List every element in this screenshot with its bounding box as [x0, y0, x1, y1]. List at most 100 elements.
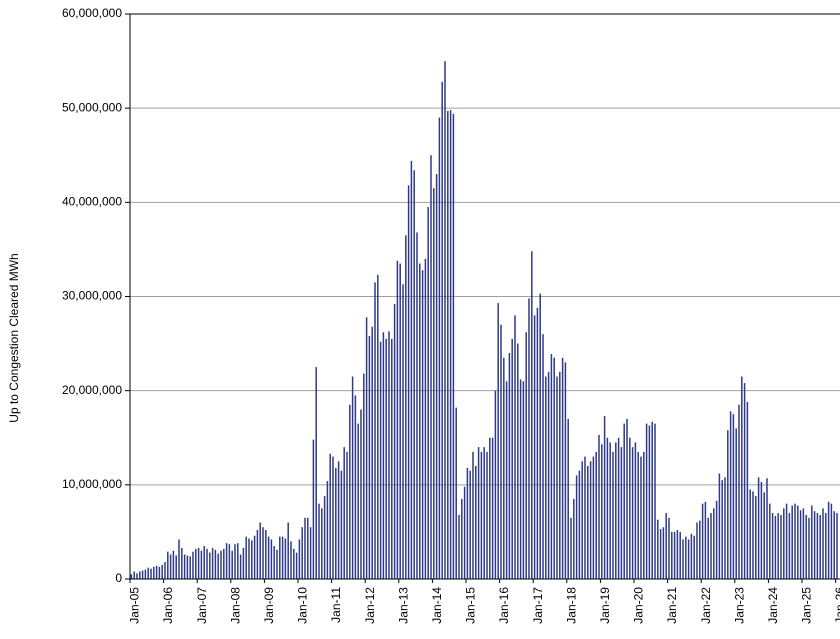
bar: [785, 503, 788, 579]
bar: [710, 513, 712, 579]
bar: [802, 508, 805, 579]
bar: [206, 548, 208, 579]
bar: [259, 522, 261, 579]
bar: [648, 425, 651, 579]
bar: [332, 456, 334, 579]
bar: [223, 548, 225, 579]
x-tick-label: Jan-25: [800, 587, 814, 624]
bar: [265, 530, 267, 579]
bar: [449, 110, 452, 580]
bar: [629, 437, 631, 579]
bar: [382, 332, 385, 579]
bar: [203, 546, 205, 579]
bar: [494, 390, 497, 579]
bar: [693, 535, 695, 579]
bar: [136, 573, 138, 579]
bar: [578, 470, 581, 579]
bar: [147, 567, 149, 579]
bar: [813, 511, 816, 579]
bar: [545, 376, 547, 579]
bar: [771, 513, 774, 579]
bar: [503, 357, 505, 579]
bar: [519, 379, 522, 579]
bar: [287, 522, 289, 579]
bar: [556, 376, 558, 579]
bar: [301, 527, 303, 579]
bar: [167, 551, 169, 579]
bar: [209, 552, 211, 579]
bar: [475, 466, 477, 579]
x-tick-label: Jan-12: [363, 587, 377, 624]
bar: [273, 546, 275, 579]
bar: [388, 331, 390, 579]
x-tick-label: Jan-21: [665, 587, 679, 624]
bar: [197, 547, 200, 579]
x-tick-label: Jan-22: [699, 587, 713, 624]
bar: [200, 550, 203, 579]
bar: [279, 536, 281, 579]
bar: [455, 407, 457, 579]
bar: [819, 514, 821, 579]
bar: [589, 461, 592, 579]
bar: [189, 556, 191, 579]
bar: [195, 548, 197, 579]
bar: [276, 549, 278, 579]
bar: [139, 571, 141, 579]
bar: [463, 486, 466, 579]
bar: [755, 496, 757, 579]
bar: [525, 332, 527, 579]
bar: [477, 447, 480, 579]
bar: [547, 371, 550, 579]
x-tick-label: Jan-16: [497, 587, 511, 624]
bar: [491, 437, 494, 579]
bar: [581, 461, 583, 579]
bar: [791, 505, 793, 579]
bar: [550, 353, 553, 579]
bar: [307, 517, 309, 579]
bar: [251, 540, 253, 579]
bar: [172, 550, 175, 579]
bar: [466, 467, 469, 579]
bar: [416, 232, 418, 579]
bar: [402, 284, 404, 579]
bar: [738, 404, 740, 579]
bar: [290, 541, 292, 579]
bar: [183, 554, 186, 579]
bar: [427, 207, 429, 579]
bar: [253, 535, 256, 579]
bar: [651, 421, 653, 579]
bar: [155, 565, 158, 579]
x-tick-label: Jan-17: [531, 587, 545, 624]
bar: [707, 517, 709, 579]
bar: [542, 334, 544, 579]
bar: [654, 423, 656, 579]
x-tick-label: Jan-19: [598, 587, 612, 624]
bar: [699, 520, 701, 579]
x-tick-label: Jan-23: [732, 587, 746, 624]
bar: [522, 381, 525, 579]
bar: [270, 539, 273, 579]
bar: [788, 513, 791, 579]
bar: [326, 481, 329, 579]
bar: [741, 376, 743, 579]
bar: [559, 371, 561, 579]
bar: [511, 338, 513, 579]
bar: [533, 315, 536, 579]
bar: [528, 298, 530, 579]
bar: [623, 423, 625, 579]
bar: [827, 501, 830, 579]
bar: [318, 503, 320, 579]
y-tick-label: 30,000,000: [62, 289, 122, 303]
bar: [281, 536, 284, 579]
bar: [587, 466, 589, 579]
bar: [626, 418, 628, 579]
x-tick-label: Jan-07: [195, 587, 209, 624]
bar: [797, 505, 799, 579]
bar: [564, 362, 567, 579]
bar: [830, 503, 833, 579]
bar: [452, 113, 455, 580]
bar: [553, 357, 555, 579]
x-tick-label: Jan-18: [564, 587, 578, 624]
bar: [713, 508, 715, 579]
x-tick-label: Jan-20: [632, 587, 646, 624]
